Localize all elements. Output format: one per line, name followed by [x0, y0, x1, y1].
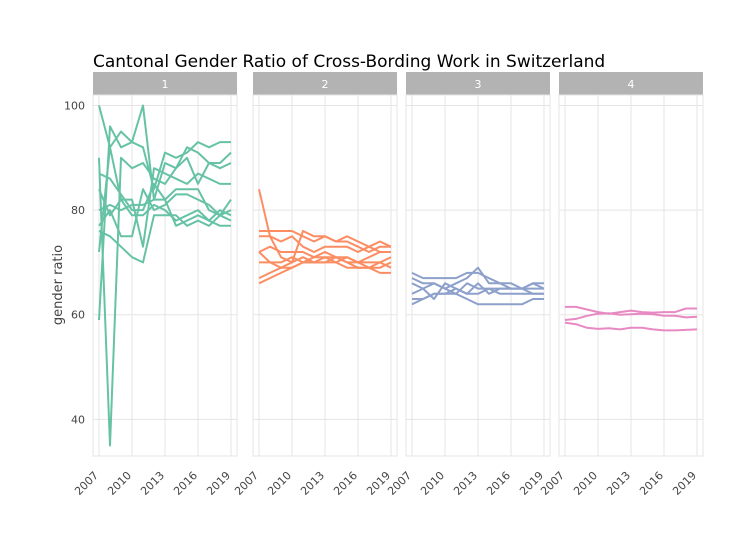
series-line [98, 214, 232, 264]
facet-strip-label: 2 [322, 78, 329, 91]
facet-strip [93, 72, 237, 95]
series-line [258, 256, 392, 280]
y-tick-label: 60 [71, 309, 85, 322]
series-line [565, 305, 697, 315]
y-tick-label: 40 [71, 413, 85, 426]
facet-strip [559, 72, 703, 95]
series-line [259, 230, 391, 253]
facet-strip [406, 72, 550, 95]
facet-strip-label: 4 [628, 78, 635, 91]
series-line [411, 282, 544, 300]
series-line [98, 198, 231, 227]
series-line [564, 312, 698, 321]
y-tick-label: 100 [64, 99, 85, 112]
series-line [98, 156, 232, 447]
facet-strip-label: 3 [475, 78, 482, 91]
series-line [258, 245, 391, 264]
series-line [98, 188, 232, 238]
y-axis-title: gender ratio [51, 245, 66, 325]
y-tick-label: 80 [71, 204, 85, 217]
facet-strip-label: 1 [162, 78, 169, 91]
series-line [98, 105, 231, 191]
series-line [259, 235, 391, 253]
series-line [564, 321, 698, 332]
chart-title: Cantonal Gender Ratio of Cross-Bording W… [93, 52, 605, 72]
facet-strip [253, 72, 397, 95]
series-line [411, 292, 544, 306]
